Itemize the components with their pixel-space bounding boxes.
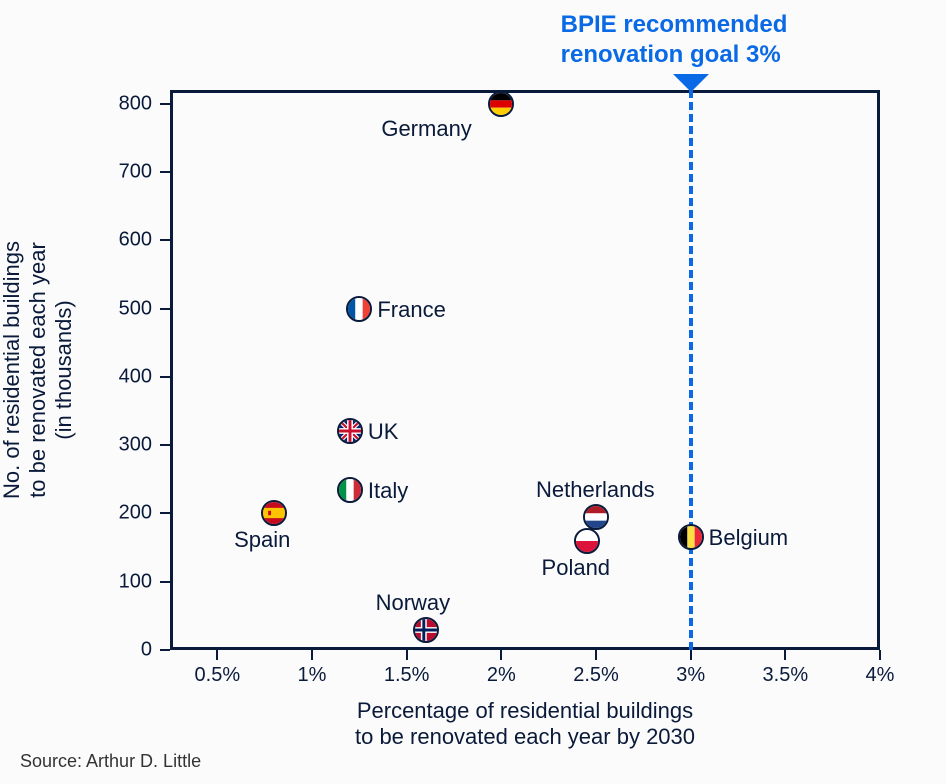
x-tick [311,650,313,660]
y-tick-label: 300 [102,434,152,457]
data-point-label: Norway [376,590,451,616]
x-tick-label: 4% [866,664,895,687]
y-tick-label: 100 [102,570,152,593]
x-tick [406,650,408,660]
y-tick [160,581,170,583]
x-tick [216,650,218,660]
x-tick [784,650,786,660]
data-point-label: Belgium [709,525,788,551]
x-tick-label: 3% [676,664,705,687]
data-point-poland [574,528,600,554]
y-tick-label: 0 [102,639,152,662]
data-point-uk [337,418,363,444]
plot-area [170,90,880,650]
y-tick-label: 600 [102,229,152,252]
x-tick-label: 2% [487,664,516,687]
y-tick-label: 400 [102,365,152,388]
data-point-germany [488,91,514,117]
goal-arrow-icon [673,74,709,92]
x-tick [879,650,881,660]
data-point-label: Netherlands [536,477,655,503]
data-point-italy [337,477,363,503]
data-point-label: Italy [368,478,408,504]
y-tick [160,171,170,173]
y-axis-label: No. of residential buildingsto be renova… [0,241,77,499]
x-axis-label: Percentage of residential buildingsto be… [355,698,695,750]
data-point-spain [261,500,287,526]
y-tick-label: 700 [102,160,152,183]
data-point-norway [413,617,439,643]
y-tick [160,444,170,446]
chart-container: { "chart": { "type": "scatter", "backgro… [0,0,946,784]
y-tick [160,103,170,105]
x-tick [500,650,502,660]
data-point-label: UK [368,419,399,445]
y-tick-label: 500 [102,297,152,320]
y-tick [160,512,170,514]
x-tick [690,650,692,660]
x-tick [595,650,597,660]
data-point-netherlands [583,504,609,530]
data-point-label: France [377,297,445,323]
x-tick-label: 0.5% [195,664,241,687]
y-tick [160,239,170,241]
x-tick-label: 3.5% [763,664,809,687]
goal-annotation-text: BPIE recommendedrenovation goal 3% [561,10,788,70]
y-tick-label: 200 [102,502,152,525]
data-point-label: Germany [381,116,471,142]
source-caption: Source: Arthur D. Little [20,751,201,772]
data-point-label: Spain [234,527,290,553]
goal-reference-line [689,90,693,650]
y-tick [160,649,170,651]
x-tick-label: 1% [298,664,327,687]
data-point-belgium [678,524,704,550]
data-point-france [346,296,372,322]
y-tick [160,308,170,310]
y-tick [160,376,170,378]
y-tick-label: 800 [102,92,152,115]
data-point-label: Poland [542,555,611,581]
x-tick-label: 2.5% [573,664,619,687]
x-tick-label: 1.5% [384,664,430,687]
